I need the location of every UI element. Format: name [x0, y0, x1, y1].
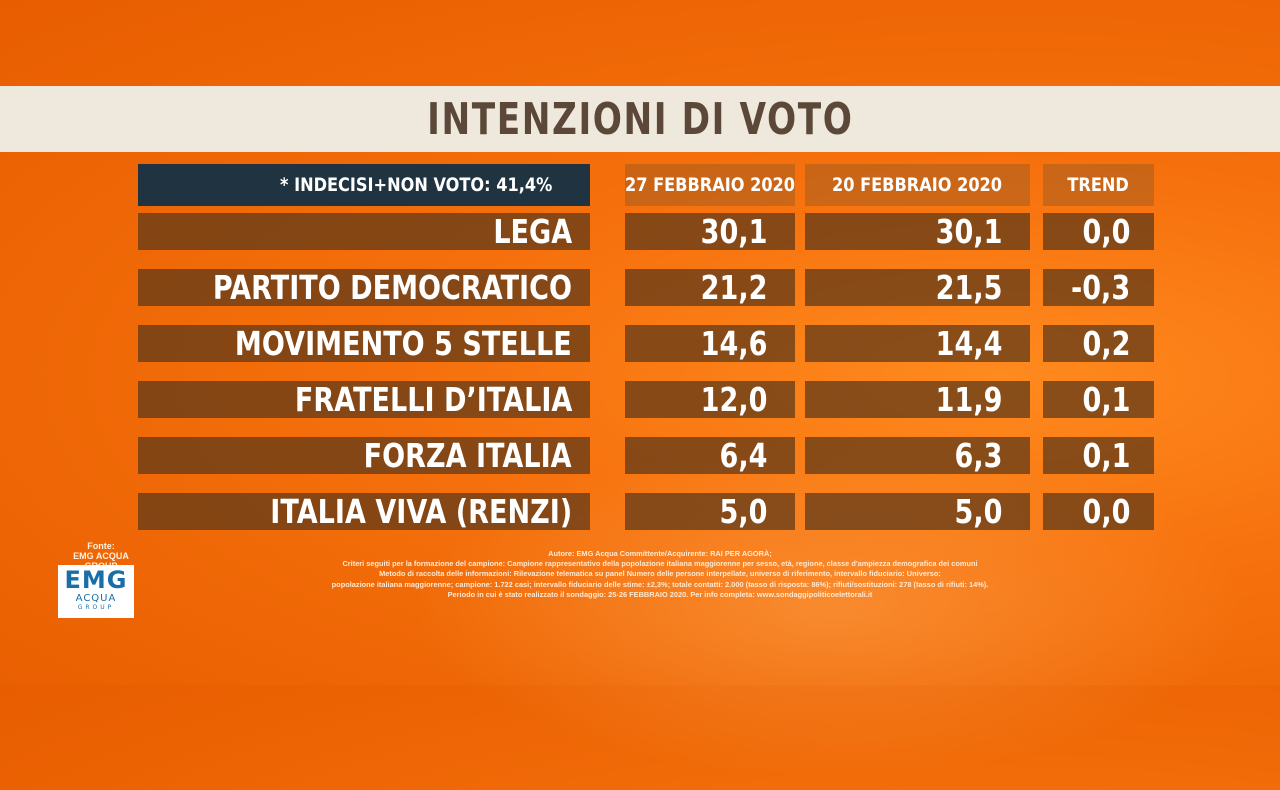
poll-value: 6,3 — [805, 436, 1030, 475]
party-label-text: MOVIMENTO 5 STELLE — [235, 324, 572, 363]
party-label-text: ITALIA VIVA (RENZI) — [270, 492, 572, 531]
undecided-note-text: * INDECISI+NON VOTO: 41,4% — [279, 174, 552, 196]
logo-acqua-text: ACQUA — [75, 593, 117, 604]
poll-value: 5,0 — [625, 492, 795, 531]
poll-value: 12,0 — [625, 380, 795, 419]
column-header-text: 20 FEBBRAIO 2020 — [832, 174, 1003, 196]
background-glow — [380, 430, 1280, 790]
poll-value-text: 14,4 — [935, 324, 1002, 363]
poll-value: 14,6 — [625, 324, 795, 363]
poll-value-text: 6,4 — [719, 436, 767, 475]
party-label: PARTITO DEMOCRATICO — [138, 268, 590, 307]
party-label-text: FORZA ITALIA — [364, 436, 572, 475]
poll-value: 0,1 — [1043, 436, 1154, 475]
poll-value-text: -0,3 — [1070, 268, 1130, 307]
poll-value-text: 5,0 — [719, 492, 767, 531]
poll-value-text: 0,0 — [1082, 212, 1130, 251]
credit-line: Periodo in cui è stato realizzato il son… — [447, 589, 873, 599]
poll-value: 14,4 — [805, 324, 1030, 363]
column-header: TREND — [1043, 164, 1154, 206]
party-label: FRATELLI D’ITALIA — [138, 380, 590, 419]
poll-value-text: 0,1 — [1082, 436, 1130, 475]
poll-value: 5,0 — [805, 492, 1030, 531]
poll-value-text: 5,0 — [954, 492, 1002, 531]
page-title: INTENZIONI DI VOTO — [426, 93, 854, 145]
column-header: 20 FEBBRAIO 2020 — [805, 164, 1030, 206]
poll-value: 30,1 — [625, 212, 795, 251]
poll-value: 0,0 — [1043, 492, 1154, 531]
logo-emg-text: EMG — [64, 566, 128, 594]
poll-value: 11,9 — [805, 380, 1030, 419]
poll-value-text: 14,6 — [700, 324, 767, 363]
party-label-text: PARTITO DEMOCRATICO — [212, 268, 572, 307]
poll-value: 0,0 — [1043, 212, 1154, 251]
poll-value: 6,4 — [625, 436, 795, 475]
poll-value: 30,1 — [805, 212, 1030, 251]
poll-value: -0,3 — [1043, 268, 1154, 307]
poll-value-text: 30,1 — [935, 212, 1002, 251]
logo-group-text: GROUP — [77, 604, 115, 611]
party-label: FORZA ITALIA — [138, 436, 590, 475]
credit-line: Metodo di raccolta delle informazioni: R… — [379, 569, 941, 579]
poll-value-text: 21,2 — [700, 268, 767, 307]
column-header-text: TREND — [1067, 174, 1130, 196]
column-header: 27 FEBBRAIO 2020 — [625, 164, 795, 206]
poll-value-text: 12,0 — [700, 380, 767, 419]
poll-value-text: 0,0 — [1082, 492, 1130, 531]
poll-value-text: 21,5 — [935, 268, 1002, 307]
party-label: LEGA — [138, 212, 590, 251]
poll-value: 21,2 — [625, 268, 795, 307]
poll-value-text: 30,1 — [700, 212, 767, 251]
poll-value-text: 0,2 — [1082, 324, 1130, 363]
credit-line: Autore: EMG Acqua Committente/Acquirente… — [548, 549, 772, 558]
credit-line: popolazione italiana maggiorenne; campio… — [331, 579, 989, 589]
undecided-note: * INDECISI+NON VOTO: 41,4% — [138, 164, 590, 206]
party-label: MOVIMENTO 5 STELLE — [138, 324, 590, 363]
title-band: INTENZIONI DI VOTO — [0, 86, 1280, 152]
poll-value-text: 6,3 — [954, 436, 1002, 475]
party-label-text: LEGA — [493, 212, 572, 251]
poll-value-text: 0,1 — [1082, 380, 1130, 419]
party-label-text: FRATELLI D’ITALIA — [294, 380, 572, 419]
party-label: ITALIA VIVA (RENZI) — [138, 492, 590, 531]
emg-logo: EMG ACQUA GROUP — [58, 565, 134, 618]
methodology-credits: Autore: EMG Acqua Committente/Acquirente… — [250, 549, 1070, 600]
poll-value: 0,1 — [1043, 380, 1154, 419]
poll-value-text: 11,9 — [935, 380, 1002, 419]
poll-value: 0,2 — [1043, 324, 1154, 363]
poll-value: 21,5 — [805, 268, 1030, 307]
credit-line: Criteri seguiti per la formazione del ca… — [342, 559, 978, 569]
column-header-text: 27 FEBBRAIO 2020 — [624, 174, 796, 196]
source-prefix: Fonte: — [87, 541, 115, 551]
